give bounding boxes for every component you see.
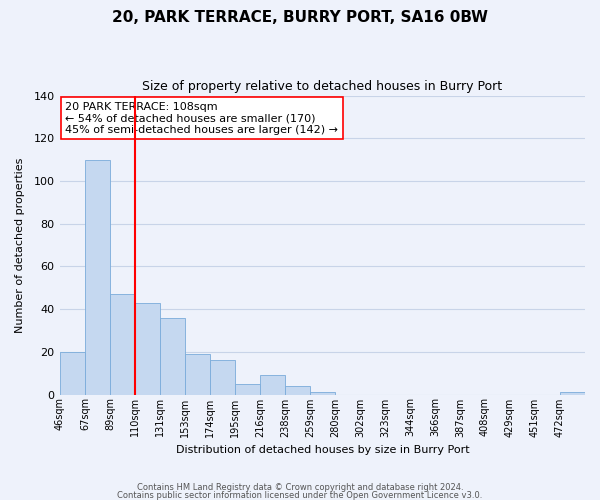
Bar	[285, 386, 310, 394]
X-axis label: Distribution of detached houses by size in Burry Port: Distribution of detached houses by size …	[176, 445, 469, 455]
Text: 20 PARK TERRACE: 108sqm
← 54% of detached houses are smaller (170)
45% of semi-d: 20 PARK TERRACE: 108sqm ← 54% of detache…	[65, 102, 338, 134]
Text: Contains HM Land Registry data © Crown copyright and database right 2024.: Contains HM Land Registry data © Crown c…	[137, 484, 463, 492]
Bar	[310, 392, 335, 394]
Bar	[135, 302, 160, 394]
Bar	[560, 392, 585, 394]
Y-axis label: Number of detached properties: Number of detached properties	[15, 158, 25, 332]
Bar	[85, 160, 110, 394]
Bar	[60, 352, 85, 395]
Text: 20, PARK TERRACE, BURRY PORT, SA16 0BW: 20, PARK TERRACE, BURRY PORT, SA16 0BW	[112, 10, 488, 25]
Bar	[235, 384, 260, 394]
Bar	[210, 360, 235, 394]
Text: Contains public sector information licensed under the Open Government Licence v3: Contains public sector information licen…	[118, 490, 482, 500]
Bar	[185, 354, 210, 395]
Bar	[160, 318, 185, 394]
Title: Size of property relative to detached houses in Burry Port: Size of property relative to detached ho…	[142, 80, 503, 93]
Bar	[110, 294, 135, 394]
Bar	[260, 376, 285, 394]
